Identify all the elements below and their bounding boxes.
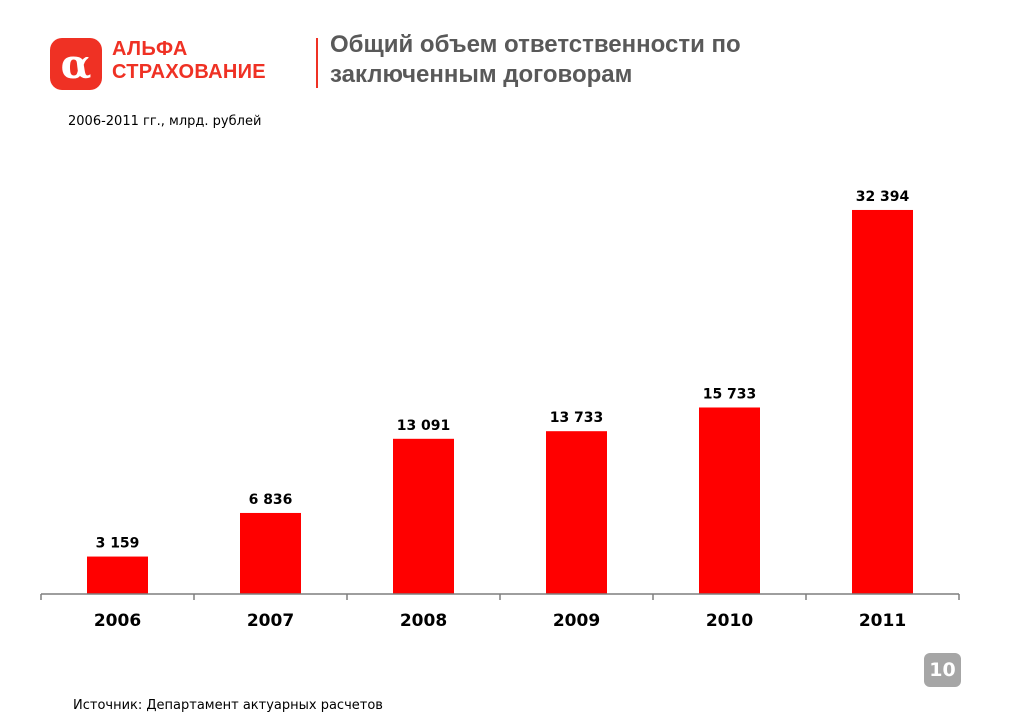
header-divider	[316, 38, 318, 88]
bar	[699, 407, 760, 594]
logo-line-2: СТРАХОВАНИЕ	[112, 61, 266, 83]
chart-subtitle: 2006-2011 гг., млрд. рублей	[68, 114, 262, 129]
x-tick-label: 2009	[553, 611, 600, 631]
company-logo: α АЛЬФА СТРАХОВАНИЕ	[50, 36, 300, 92]
bar	[852, 209, 913, 594]
bar	[546, 431, 607, 594]
x-tick-label: 2008	[400, 611, 447, 631]
page-title: Общий объем ответственности по заключенн…	[330, 30, 930, 90]
logo-line-1: АЛЬФА	[112, 38, 188, 60]
data-label: 13 733	[550, 410, 604, 426]
data-label: 6 836	[249, 492, 293, 508]
x-tick-label: 2007	[247, 611, 294, 631]
bar	[240, 512, 301, 594]
data-label: 13 091	[397, 418, 451, 434]
page-number-badge: 10	[924, 653, 961, 687]
title-line-1: Общий объем ответственности по	[330, 31, 741, 58]
title-line-2: заключенным договорам	[330, 61, 633, 88]
alpha-logo-icon: α	[50, 38, 102, 90]
x-tick-label: 2010	[706, 611, 753, 631]
logo-wordmark: АЛЬФА СТРАХОВАНИЕ	[112, 38, 266, 84]
x-tick-label: 2006	[94, 611, 141, 631]
bar	[393, 438, 454, 594]
bar	[87, 556, 148, 594]
data-label: 32 394	[856, 189, 910, 205]
data-label: 3 159	[96, 536, 140, 552]
data-label: 15 733	[703, 386, 757, 402]
source-note: Источник: Департамент актуарных расчетов	[73, 698, 383, 713]
x-tick-label: 2011	[859, 611, 906, 631]
svg-text:α: α	[61, 41, 92, 88]
